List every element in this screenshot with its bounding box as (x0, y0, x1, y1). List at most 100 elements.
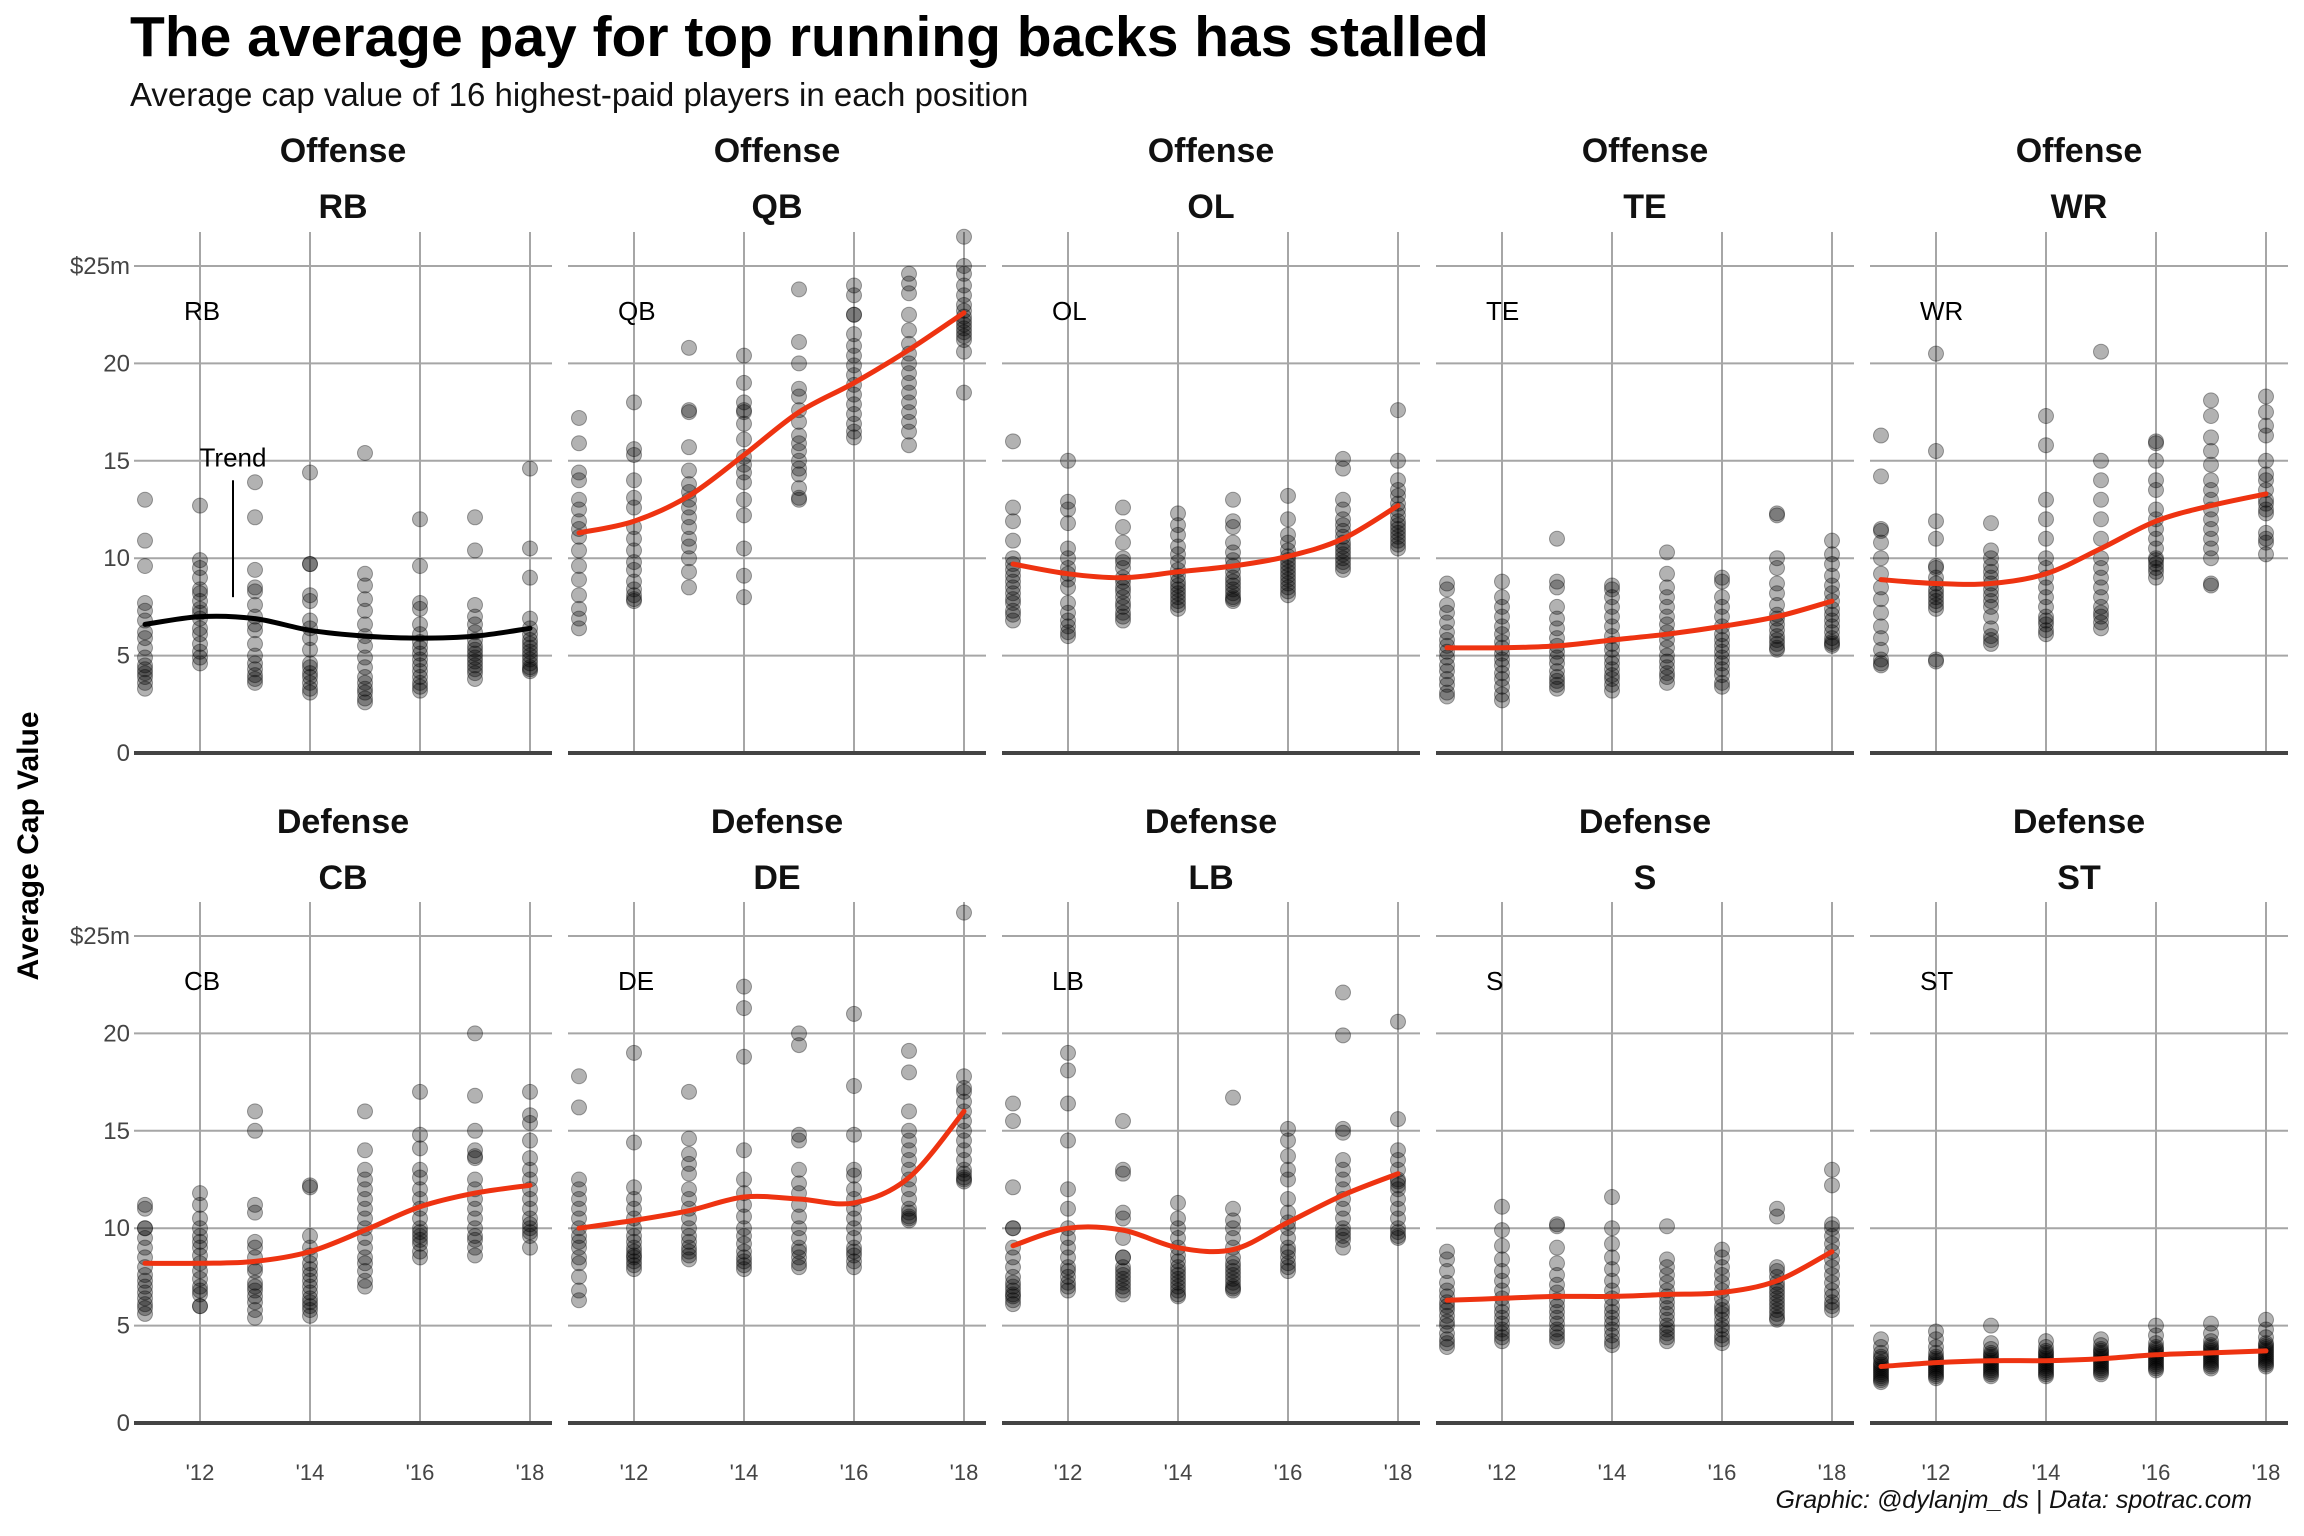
data-point (901, 404, 917, 421)
data-point (1604, 1303, 1620, 1320)
data-point (522, 1224, 538, 1241)
data-point (1225, 569, 1241, 586)
data-point (137, 1196, 153, 1213)
data-point (192, 559, 208, 576)
data-point (467, 596, 483, 613)
data-point (2203, 1360, 2219, 1377)
data-point (791, 443, 807, 460)
data-point (2038, 1333, 2054, 1350)
data-point (467, 1150, 483, 1167)
data-point (901, 365, 917, 382)
data-point (1280, 559, 1296, 576)
data-point (1824, 1294, 1840, 1311)
data-point (791, 333, 807, 350)
data-point (1439, 670, 1455, 687)
data-point (1170, 581, 1186, 598)
data-point (846, 1229, 862, 1246)
data-point (736, 1243, 752, 1260)
data-point (247, 1309, 263, 1326)
data-point (1928, 345, 1944, 362)
data-point (192, 569, 208, 586)
data-point (1983, 628, 1999, 645)
data-point (791, 427, 807, 444)
data-point (1060, 1274, 1076, 1291)
data-point (1439, 1263, 1455, 1280)
data-point (681, 1155, 697, 1172)
data-point (1983, 598, 1999, 615)
data-point (791, 1249, 807, 1266)
data-point (1714, 569, 1730, 586)
data-point (1170, 585, 1186, 602)
data-point (1225, 1089, 1241, 1106)
data-point (522, 1227, 538, 1244)
data-point (357, 680, 373, 697)
data-point (1335, 1224, 1351, 1241)
data-point (1494, 692, 1510, 709)
data-point (626, 593, 642, 610)
data-point (1225, 591, 1241, 608)
data-point (1170, 1194, 1186, 1211)
data-point (2148, 559, 2164, 576)
data-point (626, 446, 642, 463)
data-point (2258, 1329, 2274, 1346)
data-point (1604, 608, 1620, 625)
data-point (681, 339, 697, 356)
data-point (467, 645, 483, 662)
data-point (1714, 678, 1730, 695)
data-point (522, 1216, 538, 1233)
facet-group-label: Offense (1148, 132, 1275, 170)
data-point (1335, 1231, 1351, 1248)
data-point (1170, 589, 1186, 606)
data-point (137, 674, 153, 691)
data-point (901, 355, 917, 372)
data-point (1873, 641, 1889, 658)
data-point (681, 1190, 697, 1207)
data-point (626, 554, 642, 571)
data-point (791, 1243, 807, 1260)
data-point (1659, 1274, 1675, 1291)
data-point (1225, 1282, 1241, 1299)
data-point (1604, 655, 1620, 672)
data-point (522, 1107, 538, 1124)
data-point (1115, 1278, 1131, 1295)
data-point (846, 326, 862, 343)
trend-line-cb (142, 1182, 533, 1266)
data-point (1549, 1276, 1565, 1293)
data-point (247, 1103, 263, 1120)
data-point (1005, 1220, 1021, 1237)
y-axis-title: Average Cap Value (12, 711, 45, 980)
data-point (247, 622, 263, 639)
data-point (681, 1181, 697, 1198)
data-point (1604, 581, 1620, 598)
data-point (1714, 1331, 1730, 1348)
data-point (522, 647, 538, 664)
data-point (901, 306, 917, 323)
data-point (626, 530, 642, 547)
data-point (412, 678, 428, 695)
data-point (1714, 649, 1730, 666)
data-point (2258, 505, 2274, 522)
data-point (1824, 624, 1840, 641)
data-point (412, 1126, 428, 1143)
data-point (467, 1210, 483, 1227)
data-point (1824, 612, 1840, 629)
data-point (1335, 984, 1351, 1001)
x-tick-label: '16 (1274, 1460, 1303, 1485)
data-point (1390, 1200, 1406, 1217)
data-point (1604, 598, 1620, 615)
facet-position-label: OL (1187, 188, 1234, 226)
data-point (846, 1181, 862, 1198)
data-point (1824, 633, 1840, 650)
data-point (2258, 452, 2274, 469)
data-point (2093, 1362, 2109, 1379)
data-point (901, 1200, 917, 1217)
x-tick-label: '12 (1054, 1460, 1083, 1485)
data-point (2093, 559, 2109, 576)
facet-inner-label: CB (184, 966, 220, 996)
data-point (1659, 674, 1675, 691)
data-point (846, 357, 862, 374)
data-point (522, 659, 538, 676)
y-tick-label: 20 (103, 1020, 130, 1047)
data-point (1060, 595, 1076, 612)
x-tick-label: '14 (296, 1460, 325, 1485)
